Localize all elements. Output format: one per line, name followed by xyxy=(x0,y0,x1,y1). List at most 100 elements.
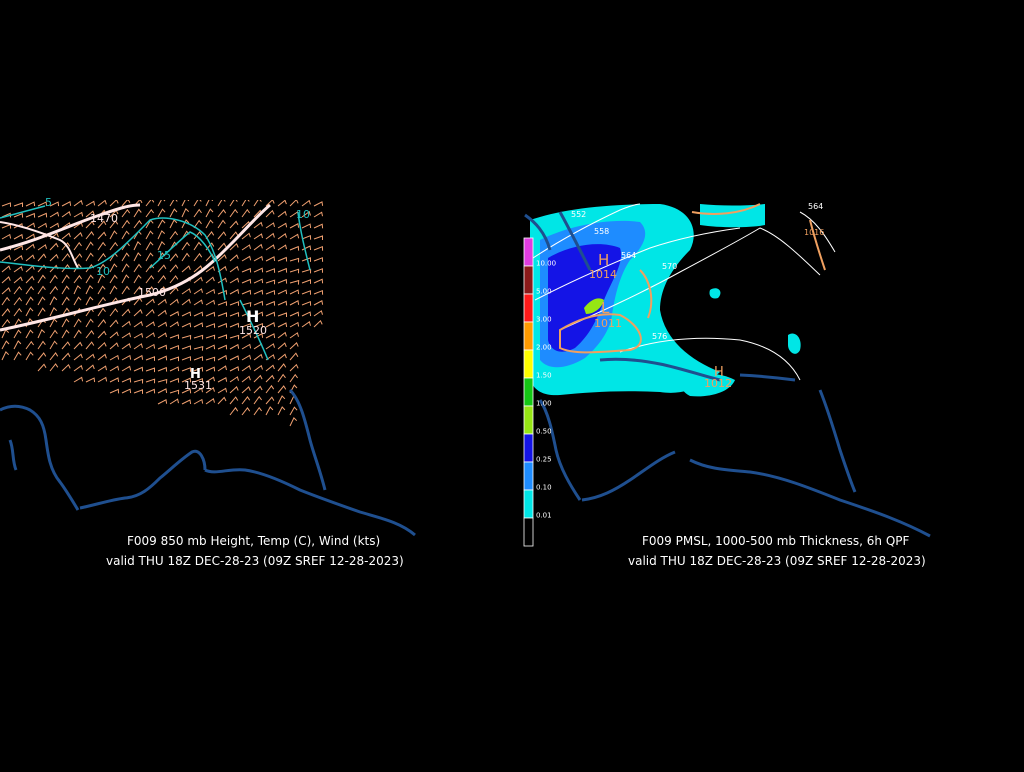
left-map-valid-time: valid THU 18Z DEC-28-23 (09Z SREF 12-28-… xyxy=(106,554,404,568)
wind-barb xyxy=(313,310,323,317)
wind-barb xyxy=(133,389,143,394)
wind-barb xyxy=(133,354,144,361)
wind-barb xyxy=(133,378,144,384)
qpf-025-area xyxy=(548,244,622,352)
wind-barb xyxy=(61,274,70,284)
wind-barb xyxy=(289,342,299,350)
legend-swatch xyxy=(523,265,534,295)
wind-barb xyxy=(85,296,94,306)
wind-barb xyxy=(265,333,276,339)
wind-barb xyxy=(217,289,228,295)
wind-barb xyxy=(205,334,216,340)
wind-barb xyxy=(109,307,119,317)
wind-barb xyxy=(169,398,179,405)
wind-barb xyxy=(277,322,288,328)
wind-barb xyxy=(49,274,58,284)
wind-barb xyxy=(37,285,46,295)
wind-barb xyxy=(277,256,288,262)
wind-barb xyxy=(85,364,95,372)
wind-barb xyxy=(61,264,71,273)
wind-barb xyxy=(133,263,142,273)
wind-barb xyxy=(289,200,299,207)
wind-barb xyxy=(49,296,58,306)
wind-barb xyxy=(109,220,119,229)
wind-barb xyxy=(97,231,107,240)
wind-barb xyxy=(13,296,23,306)
wind-barb xyxy=(265,396,275,405)
wind-barb xyxy=(205,356,216,362)
wind-barb xyxy=(37,352,47,361)
wind-barb xyxy=(277,267,288,273)
wind-barb xyxy=(205,311,216,317)
wind-barb xyxy=(169,298,179,306)
wind-barb xyxy=(265,279,276,285)
height-contour-1470 xyxy=(0,203,141,252)
wind-barb xyxy=(229,277,240,284)
wind-barb xyxy=(193,334,204,340)
wind-barb xyxy=(289,233,300,240)
wind-barb xyxy=(181,334,192,340)
wind-barb xyxy=(121,263,130,273)
wind-barb xyxy=(217,242,227,251)
legend-swatch xyxy=(523,349,534,379)
wind-barb xyxy=(85,377,96,383)
wind-barb xyxy=(133,219,143,229)
height-contour-inner xyxy=(0,221,79,269)
wind-barb xyxy=(13,254,23,262)
wind-barb xyxy=(193,265,203,273)
legend-label: 2.00 xyxy=(536,344,552,352)
wind-barb xyxy=(313,201,324,207)
wind-barb xyxy=(145,200,155,207)
right-map-valid-time: valid THU 18Z DEC-28-23 (09Z SREF 12-28-… xyxy=(628,554,926,568)
wind-barb xyxy=(181,388,192,394)
wind-barb xyxy=(25,285,34,295)
legend-label: 0.25 xyxy=(536,456,552,464)
right-map-title: F009 PMSL, 1000-500 mb Thickness, 6h QPF xyxy=(642,534,910,548)
wind-barb xyxy=(241,311,252,317)
wind-barb xyxy=(181,399,192,405)
wind-barb xyxy=(205,344,216,350)
qpf-001-shower xyxy=(788,333,801,354)
wind-barb xyxy=(229,200,238,207)
wind-barb xyxy=(157,399,168,405)
height-contours xyxy=(0,203,271,332)
wind-barb xyxy=(73,364,83,372)
wind-barb xyxy=(37,253,47,262)
wind-barb xyxy=(253,221,263,229)
coastline-gulf xyxy=(8,439,18,471)
wind-barb xyxy=(25,212,36,218)
legend-label: 5.00 xyxy=(536,288,552,296)
wind-barb xyxy=(133,366,144,372)
wind-barb xyxy=(193,241,202,251)
wind-barb xyxy=(181,311,192,317)
wind-barb xyxy=(265,311,276,317)
legend-label: 1.50 xyxy=(536,372,552,380)
wind-barb xyxy=(109,241,119,251)
thickness-564-east xyxy=(799,211,836,253)
wind-barb xyxy=(181,356,191,361)
wind-barb xyxy=(25,201,36,207)
wind-barb xyxy=(61,242,71,251)
legend-swatch xyxy=(523,517,534,547)
wind-barb xyxy=(241,289,252,295)
wind-barb xyxy=(241,244,251,251)
coastline-cuba xyxy=(599,357,721,382)
wind-barb xyxy=(253,289,264,295)
wind-barb xyxy=(121,320,131,328)
wind-barb xyxy=(193,288,203,295)
wind-barb xyxy=(193,356,204,361)
wind-barb xyxy=(193,299,203,306)
wind-barb xyxy=(205,376,215,383)
wind-barb xyxy=(169,366,180,372)
wind-barb xyxy=(145,367,155,373)
wind-barb xyxy=(229,366,240,372)
wind-barb xyxy=(193,346,204,351)
wind-barb xyxy=(121,285,130,295)
wind-barb xyxy=(1,233,12,240)
wind-barb xyxy=(97,319,107,328)
wind-barb xyxy=(37,244,47,251)
wind-barb xyxy=(301,279,311,284)
wind-barb xyxy=(13,307,23,317)
wind-barb xyxy=(181,265,191,273)
wind-barb xyxy=(241,375,251,383)
